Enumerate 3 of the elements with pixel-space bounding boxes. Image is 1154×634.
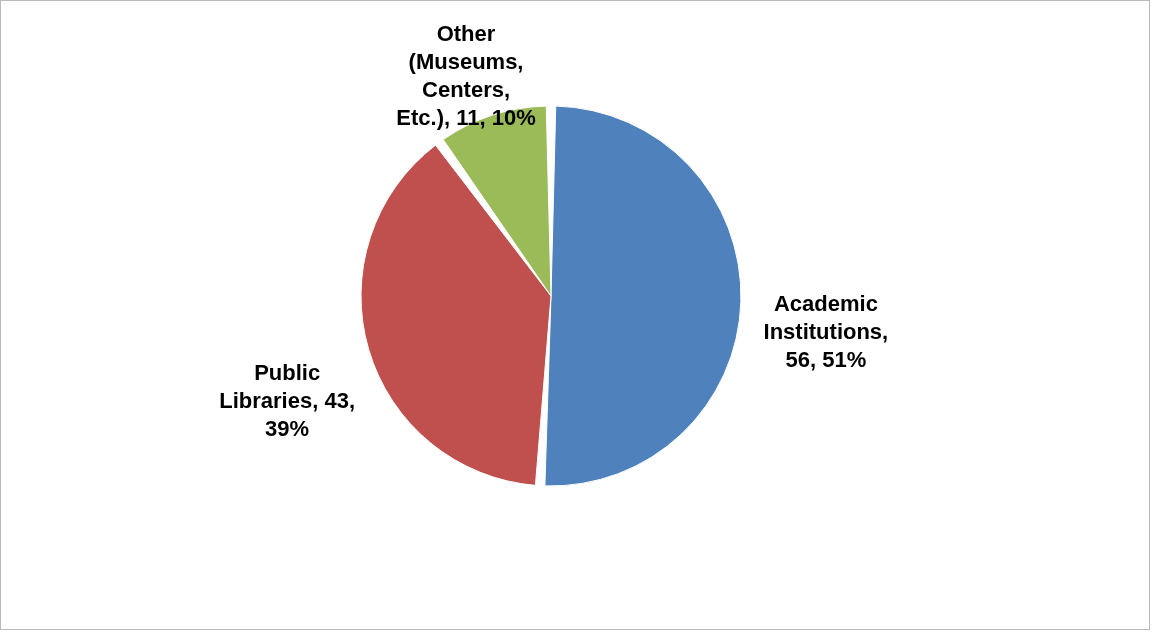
slice-label: Public Libraries, 43, 39%	[219, 360, 356, 442]
slice-label: Other (Museums, Centers, Etc.), 11, 10%	[396, 21, 536, 131]
slice-label: Academic Institutions, 56, 51%	[763, 290, 889, 372]
